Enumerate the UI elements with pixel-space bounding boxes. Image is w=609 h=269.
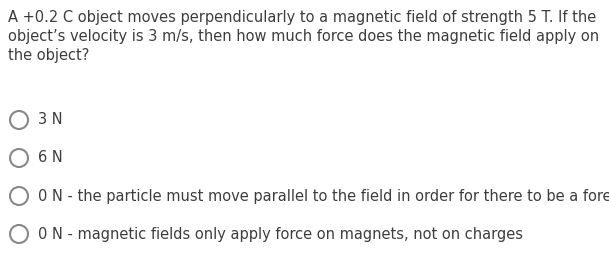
Text: 6 N: 6 N	[38, 150, 63, 165]
Text: 3 N: 3 N	[38, 112, 63, 128]
Text: the object?: the object?	[8, 48, 90, 63]
Text: 0 N - magnetic fields only apply force on magnets, not on charges: 0 N - magnetic fields only apply force o…	[38, 226, 523, 242]
Text: A +0.2 C object moves perpendicularly to a magnetic field of strength 5 T. If th: A +0.2 C object moves perpendicularly to…	[8, 10, 596, 25]
Text: 0 N - the particle must move parallel to the field in order for there to be a fo: 0 N - the particle must move parallel to…	[38, 189, 609, 204]
Text: object’s velocity is 3 m/s, then how much force does the magnetic field apply on: object’s velocity is 3 m/s, then how muc…	[8, 29, 599, 44]
